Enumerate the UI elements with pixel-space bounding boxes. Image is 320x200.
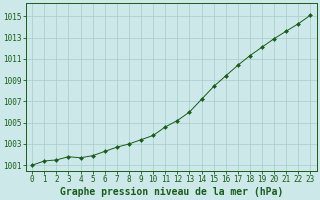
X-axis label: Graphe pression niveau de la mer (hPa): Graphe pression niveau de la mer (hPa) — [60, 186, 283, 197]
